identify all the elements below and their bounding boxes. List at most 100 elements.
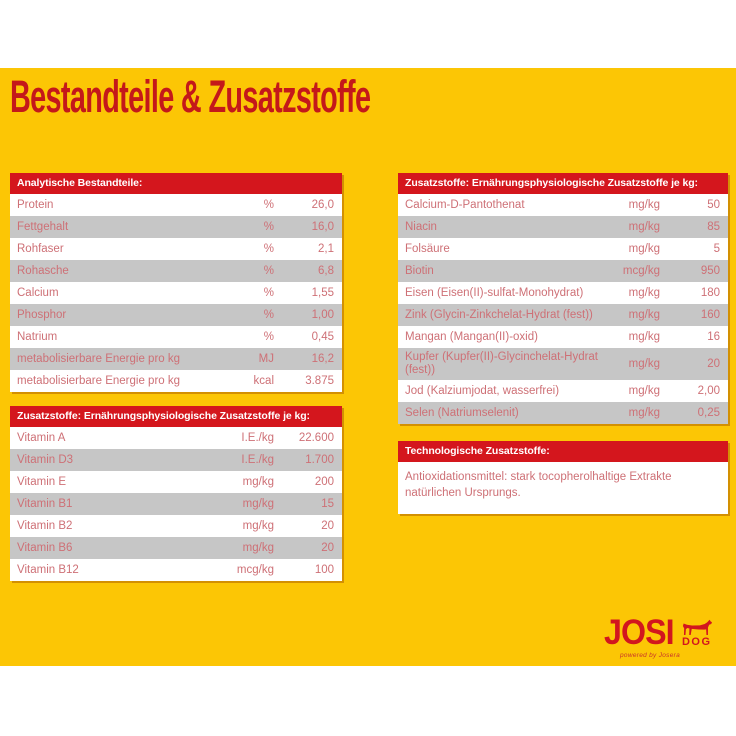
table-row: Fettgehalt % 16,0 [10, 216, 342, 238]
table-row: Vitamin A I.E./kg 22.600 [10, 427, 342, 449]
row-value: 15 [321, 497, 334, 510]
table-row: Folsäure mg/kg 5 [398, 238, 728, 260]
table-row: Calcium-D-Pantothenat mg/kg 50 [398, 194, 728, 216]
row-label: Eisen (Eisen(II)-sulfat-Monohydrat) [405, 286, 584, 299]
table-row: Calcium % 1,55 [10, 282, 342, 304]
row-unit: I.E./kg [241, 453, 274, 466]
row-label: Biotin [405, 264, 434, 277]
technological-table-header: Technologische Zusatzstoffe: [398, 441, 728, 462]
vitamin-table-header: Zusatzstoffe: Ernährungsphysiologische Z… [10, 406, 342, 427]
table-row: Phosphor % 1,00 [10, 304, 342, 326]
row-value: 2,1 [318, 242, 334, 255]
analytical-table-header: Analytische Bestandteile: [10, 173, 342, 194]
row-label: Rohasche [17, 264, 69, 277]
table-row: metabolisierbare Energie pro kg kcal 3.8… [10, 370, 342, 392]
vitamin-additives-table: Zusatzstoffe: Ernährungsphysiologische Z… [10, 406, 342, 581]
row-unit: mg/kg [628, 308, 660, 321]
mineral-table-body: Calcium-D-Pantothenat mg/kg 50 Niacin mg… [398, 194, 728, 424]
row-value: 20 [321, 541, 334, 554]
row-value: 1,00 [311, 308, 334, 321]
row-unit: mg/kg [242, 497, 274, 510]
row-value: 16,2 [311, 352, 334, 365]
technological-additives-text: Antioxidationsmittel: stark tocopherolha… [398, 462, 728, 514]
row-value: 6,8 [318, 264, 334, 277]
row-label: Vitamin B2 [17, 519, 73, 532]
row-label: metabolisierbare Energie pro kg [17, 374, 181, 387]
table-row: Selen (Natriumselenit) mg/kg 0,25 [398, 402, 728, 424]
logo-brand-row: JOSI DOG [604, 615, 732, 650]
table-row: Rohasche % 6,8 [10, 260, 342, 282]
table-row: Eisen (Eisen(II)-sulfat-Monohydrat) mg/k… [398, 282, 728, 304]
technological-additives-table: Technologische Zusatzstoffe: Antioxidati… [398, 441, 728, 514]
vitamin-table-body: Vitamin A I.E./kg 22.600 Vitamin D3 I.E.… [10, 427, 342, 581]
row-unit: mg/kg [628, 242, 660, 255]
page-title: Bestandteile & Zusatzstoffe [10, 71, 371, 122]
row-label: Zink (Glycin-Zinkchelat-Hydrat (fest)) [405, 308, 593, 321]
row-value: 22.600 [298, 431, 334, 444]
row-unit: I.E./kg [241, 431, 274, 444]
row-value: 16 [707, 330, 720, 343]
row-value: 0,45 [311, 330, 334, 343]
table-row: Biotin mcg/kg 950 [398, 260, 728, 282]
row-label: Vitamin B1 [17, 497, 73, 510]
row-value: 2,00 [697, 384, 720, 397]
row-value: 160 [700, 308, 720, 321]
row-unit: mg/kg [242, 519, 274, 532]
row-unit: mg/kg [628, 384, 660, 397]
table-row: Vitamin B2 mg/kg 20 [10, 515, 342, 537]
row-label: Calcium-D-Pantothenat [405, 198, 525, 211]
row-value: 50 [707, 198, 720, 211]
row-unit: mcg/kg [622, 264, 660, 277]
row-value: 0,25 [697, 406, 720, 419]
row-unit: kcal [253, 374, 274, 387]
row-unit: % [263, 330, 274, 343]
logo-dog-block: DOG [682, 619, 712, 648]
row-unit: mg/kg [628, 330, 660, 343]
row-unit: % [263, 308, 274, 321]
row-label: Vitamin B6 [17, 541, 73, 554]
table-row: Mangan (Mangan(II)-oxid) mg/kg 16 [398, 326, 728, 348]
row-label: Rohfaser [17, 242, 64, 255]
row-label: Mangan (Mangan(II)-oxid) [405, 330, 538, 343]
row-label: Niacin [405, 220, 437, 233]
row-unit: % [263, 198, 274, 211]
row-value: 26,0 [311, 198, 334, 211]
row-value: 20 [321, 519, 334, 532]
row-unit: mg/kg [242, 541, 274, 554]
row-unit: MJ [258, 352, 274, 365]
mineral-additives-table: Zusatzstoffe: Ernährungsphysiologische Z… [398, 173, 728, 424]
row-value: 20 [707, 357, 720, 370]
logo-sub-brand-text: DOG [681, 636, 712, 648]
row-label: Vitamin A [17, 431, 66, 444]
table-row: Vitamin D3 I.E./kg 1.700 [10, 449, 342, 471]
row-unit: % [263, 264, 274, 277]
row-value: 5 [713, 242, 720, 255]
row-value: 1,55 [311, 286, 334, 299]
table-row: Protein % 26,0 [10, 194, 342, 216]
row-label: Folsäure [405, 242, 450, 255]
table-row: Vitamin B1 mg/kg 15 [10, 493, 342, 515]
row-unit: mg/kg [628, 198, 660, 211]
row-value: 1.700 [305, 453, 334, 466]
row-label: Selen (Natriumselenit) [405, 406, 519, 419]
row-label: Phosphor [17, 308, 67, 321]
analytical-constituents-table: Analytische Bestandteile: Protein % 26,0… [10, 173, 342, 392]
josidog-logo: JOSI DOG powered by Josera [604, 615, 732, 664]
row-value: 950 [700, 264, 720, 277]
row-unit: % [263, 286, 274, 299]
logo-powered-by-text: powered by Josera [620, 652, 681, 659]
table-row: Kupfer (Kupfer(II)-Glycinchelat-Hydrat (… [398, 348, 728, 380]
row-unit: mcg/kg [236, 563, 274, 576]
row-unit: mg/kg [242, 475, 274, 488]
dog-silhouette-icon [682, 619, 712, 636]
table-row: Vitamin E mg/kg 200 [10, 471, 342, 493]
row-value: 16,0 [311, 220, 334, 233]
row-unit: mg/kg [628, 406, 660, 419]
row-value: 180 [700, 286, 720, 299]
row-value: 85 [707, 220, 720, 233]
row-value: 200 [314, 475, 334, 488]
row-unit: % [263, 242, 274, 255]
right-column: Zusatzstoffe: Ernährungsphysiologische Z… [398, 173, 728, 531]
table-row: Vitamin B12 mcg/kg 100 [10, 559, 342, 581]
